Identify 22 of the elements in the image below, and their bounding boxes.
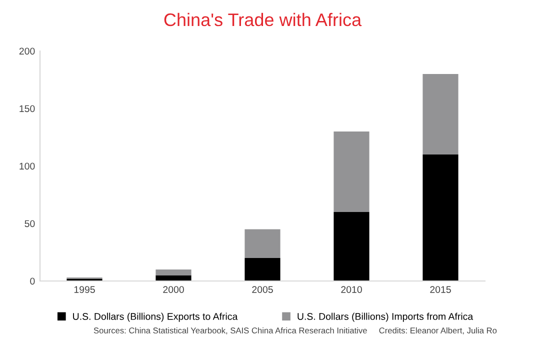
y-tick-label: 150 [20, 105, 35, 112]
x-tick-label: 2015 [430, 286, 451, 293]
y-tick-label: 100 [20, 162, 35, 170]
y-tick-label: 50 [24, 220, 35, 228]
chart-title: China's Trade with Africa [164, 12, 362, 26]
y-tick-label: 0 [30, 278, 35, 285]
bar [422, 74, 458, 154]
bar [334, 132, 370, 212]
legend-label: U.S. Dollars (Billions) Exports to Africa [73, 312, 238, 322]
bar [422, 154, 458, 281]
source-note: Sources: China Statistical Yearbook, SAIS China Africa Reserach Initiative Credits: Eleanor Albert, Julia Ro [94, 327, 497, 334]
legend-label: U.S. Dollars (Billions) Imports from Africa [298, 312, 474, 322]
bar [244, 258, 280, 281]
x-tick-label: 2000 [163, 286, 184, 293]
bar [156, 275, 192, 281]
x-tick-label: 2010 [341, 286, 362, 293]
bar [334, 212, 370, 281]
bar [156, 270, 192, 276]
x-tick-label: 2005 [252, 286, 273, 293]
bar [244, 229, 280, 258]
y-tick-label: 200 [19, 48, 35, 55]
x-tick-label: 1995 [74, 286, 95, 293]
